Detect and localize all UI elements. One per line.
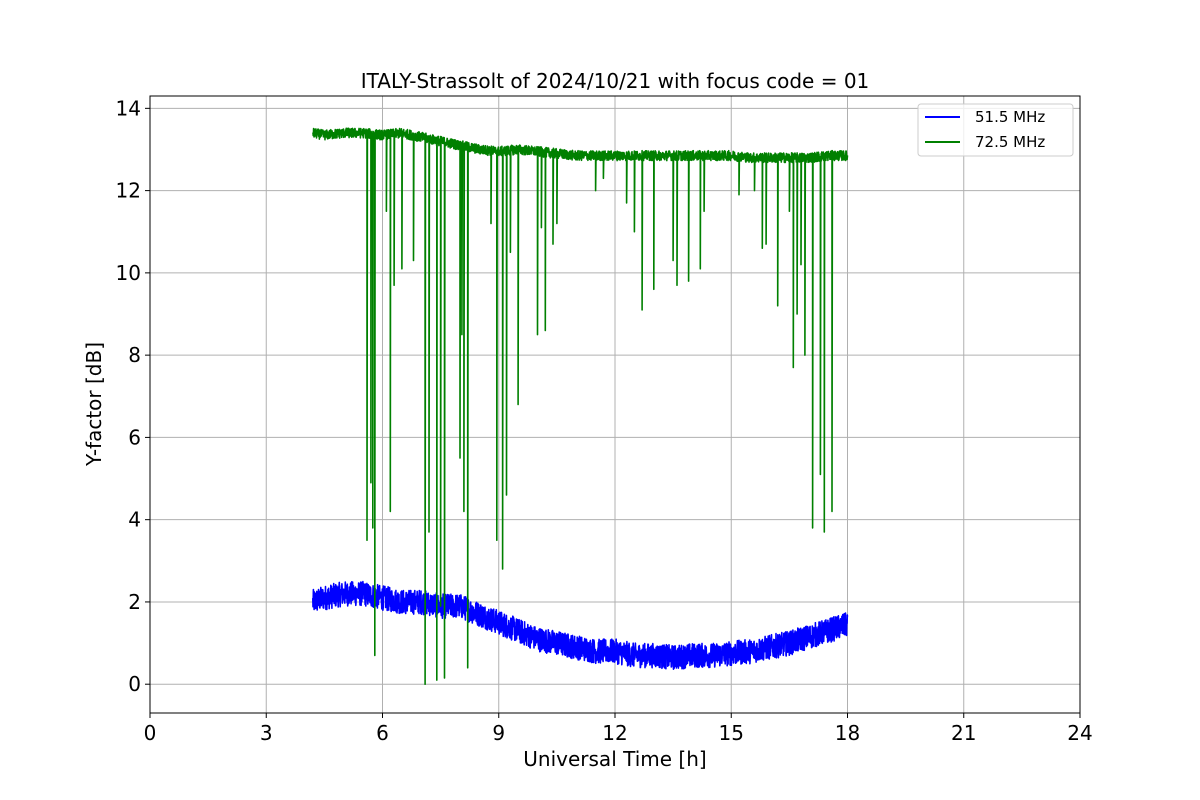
y-tick-label: 2	[128, 590, 141, 614]
x-tick-label: 6	[376, 721, 389, 745]
x-tick-label: 18	[835, 721, 860, 745]
y-tick-label: 0	[128, 672, 141, 696]
x-tick-label: 9	[492, 721, 505, 745]
y-tick-label: 12	[116, 179, 141, 203]
x-tick-label: 21	[951, 721, 976, 745]
legend: 51.5 MHz 72.5 MHz	[917, 103, 1074, 157]
x-axis-ticks: 0 3 6 9 12 15 18 21 24	[144, 713, 1093, 745]
x-tick-label: 15	[719, 721, 744, 745]
x-tick-label: 24	[1067, 721, 1092, 745]
y-axis-ticks: 0 2 4 6 8 10 12 14	[116, 96, 150, 696]
x-tick-label: 3	[260, 721, 273, 745]
x-axis-label: Universal Time [h]	[523, 747, 706, 771]
y-tick-label: 14	[116, 96, 141, 120]
series-line-0	[312, 580, 849, 670]
legend-label: 51.5 MHz	[975, 108, 1045, 126]
y-tick-label: 8	[128, 343, 141, 367]
x-tick-label: 0	[144, 721, 157, 745]
series-line-1	[312, 127, 849, 685]
chart-title: ITALY-Strassolt of 2024/10/21 with focus…	[361, 69, 870, 93]
y-tick-label: 6	[128, 425, 141, 449]
series-layer	[312, 127, 849, 685]
y-axis-label: Y-factor [dB]	[82, 342, 106, 467]
y-tick-label: 4	[128, 508, 141, 532]
legend-label: 72.5 MHz	[975, 133, 1045, 151]
y-tick-label: 10	[116, 261, 141, 285]
x-tick-label: 12	[602, 721, 627, 745]
